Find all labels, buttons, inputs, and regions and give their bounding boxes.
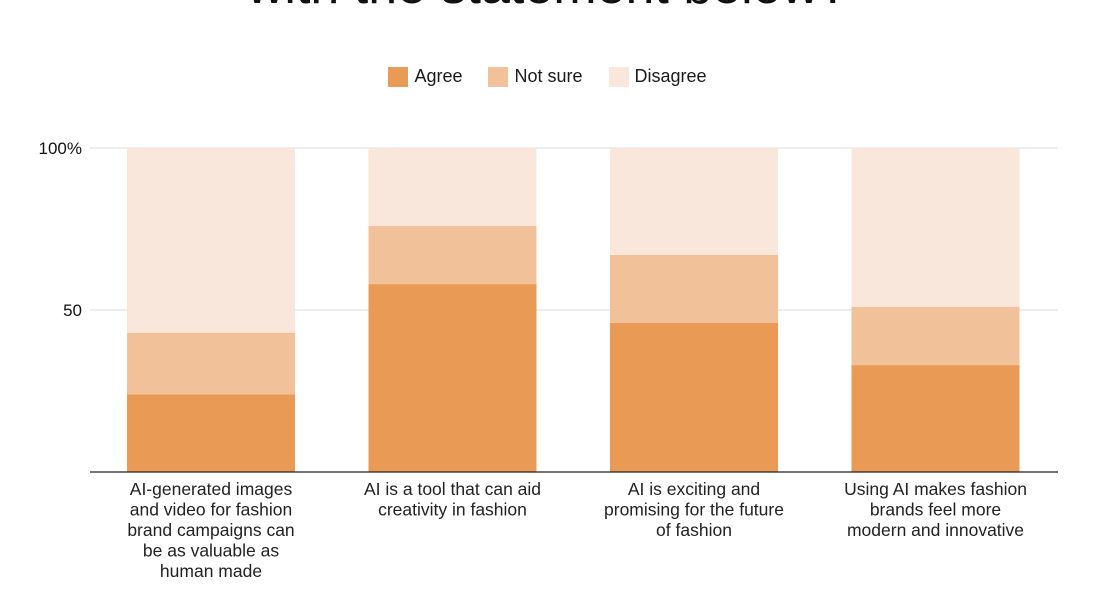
bar-segment-not-sure-2 bbox=[368, 225, 537, 285]
category-label-line: and video for fashion bbox=[130, 500, 292, 520]
y-tick-label: 50 bbox=[63, 301, 82, 320]
category-label-line: human made bbox=[160, 561, 262, 581]
bar-segment-disagree-4 bbox=[851, 148, 1020, 307]
legend-swatch bbox=[388, 66, 409, 87]
category-label-line: modern and innovative bbox=[847, 520, 1024, 540]
legend-swatch bbox=[608, 66, 629, 87]
legend-swatch bbox=[488, 66, 509, 87]
legend-label: Agree bbox=[414, 66, 463, 86]
category-label-line: AI-generated images bbox=[130, 479, 293, 499]
bar-segment-not-sure-3 bbox=[610, 254, 778, 323]
legend-label: Disagree bbox=[634, 66, 707, 86]
category-label-line: be as valuable as bbox=[143, 541, 279, 561]
legend-item-not-sure: Not sure bbox=[488, 66, 583, 87]
category-label: AI is exciting and promising for the futu… bbox=[604, 479, 784, 540]
legend-item-agree: Agree bbox=[388, 66, 462, 87]
category-label-line: brands feel more bbox=[870, 500, 1001, 520]
category-label-line: brand campaigns can bbox=[127, 520, 294, 540]
chart-title: with the statement below? bbox=[0, 0, 1095, 16]
category-label-line: creativity in fashion bbox=[378, 500, 527, 520]
bar-segment-agree-1 bbox=[127, 394, 295, 472]
bar-segment-disagree-3 bbox=[610, 148, 778, 255]
legend-label: Not sure bbox=[514, 66, 583, 86]
category-label: AI is a tool that can aid creativity in f… bbox=[364, 479, 541, 520]
bar-segment-agree-3 bbox=[610, 322, 778, 472]
bar-segment-agree-2 bbox=[368, 284, 537, 472]
legend: Agree Not sure Disagree bbox=[0, 66, 1095, 87]
category-label-line: AI is exciting and bbox=[628, 479, 760, 499]
bar-segment-agree-4 bbox=[851, 365, 1020, 472]
y-tick-label: 100% bbox=[39, 139, 82, 158]
category-label-line: Using AI makes fashion bbox=[844, 479, 1027, 499]
bar-segment-disagree-1 bbox=[127, 148, 295, 333]
bar-segment-not-sure-4 bbox=[851, 306, 1020, 366]
bar-segment-disagree-2 bbox=[368, 148, 537, 226]
bar-segment-not-sure-1 bbox=[127, 332, 295, 395]
category-label-line: promising for the future bbox=[604, 500, 784, 520]
category-label: Using AI makes fashion brands feel more mo… bbox=[844, 479, 1027, 540]
category-label-line: of fashion bbox=[656, 520, 732, 540]
category-label: AI-generated images and video for fashion… bbox=[127, 479, 294, 581]
legend-item-disagree: Disagree bbox=[608, 66, 707, 87]
category-label-line: AI is a tool that can aid bbox=[364, 479, 541, 499]
